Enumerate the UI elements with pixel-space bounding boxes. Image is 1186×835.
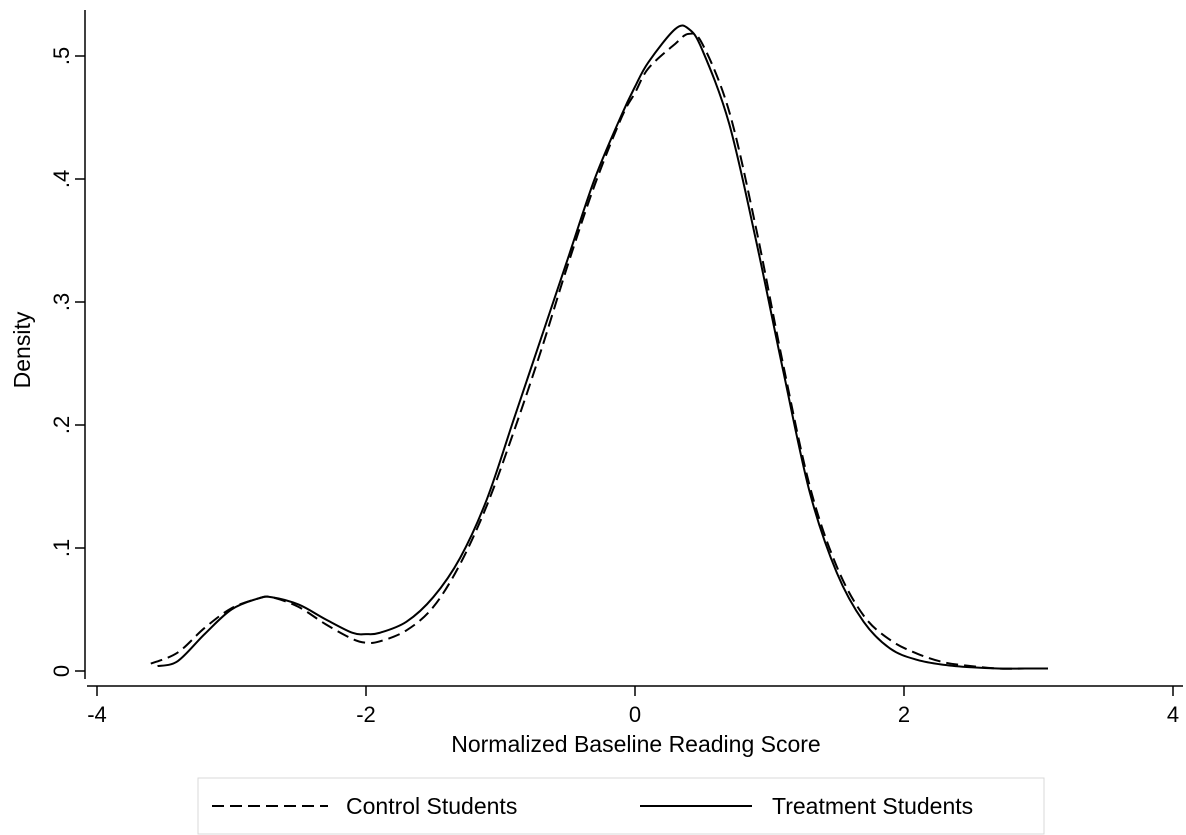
x-axis-title: Normalized Baseline Reading Score bbox=[451, 731, 820, 757]
y-tick-label: .5 bbox=[49, 47, 74, 65]
x-tick-label: 4 bbox=[1167, 702, 1179, 727]
legend-box bbox=[197, 777, 1045, 835]
plot-area bbox=[150, 24, 1052, 670]
y-tick-label: 0 bbox=[49, 665, 74, 677]
y-tick-label: .4 bbox=[49, 170, 74, 188]
y-axis-title: Density bbox=[9, 311, 35, 388]
legend-control-label: Control Students bbox=[346, 793, 517, 819]
y-tick-label: .3 bbox=[49, 293, 74, 311]
legend: Control Students Treatment Students bbox=[197, 777, 1045, 835]
control-students-line bbox=[150, 32, 1052, 670]
y-tick-label: .1 bbox=[49, 539, 74, 557]
y-tick-label: .2 bbox=[49, 416, 74, 434]
x-tick-label: -4 bbox=[87, 702, 107, 727]
axes: -4 -2 0 2 4 0 .1 .2 .3 .4 .5 bbox=[49, 10, 1183, 727]
x-tick-label: 2 bbox=[898, 702, 910, 727]
x-tick-label: 0 bbox=[629, 702, 641, 727]
x-tick-label: -2 bbox=[356, 702, 376, 727]
legend-treatment-label: Treatment Students bbox=[772, 793, 973, 819]
treatment-students-line bbox=[157, 24, 1048, 670]
